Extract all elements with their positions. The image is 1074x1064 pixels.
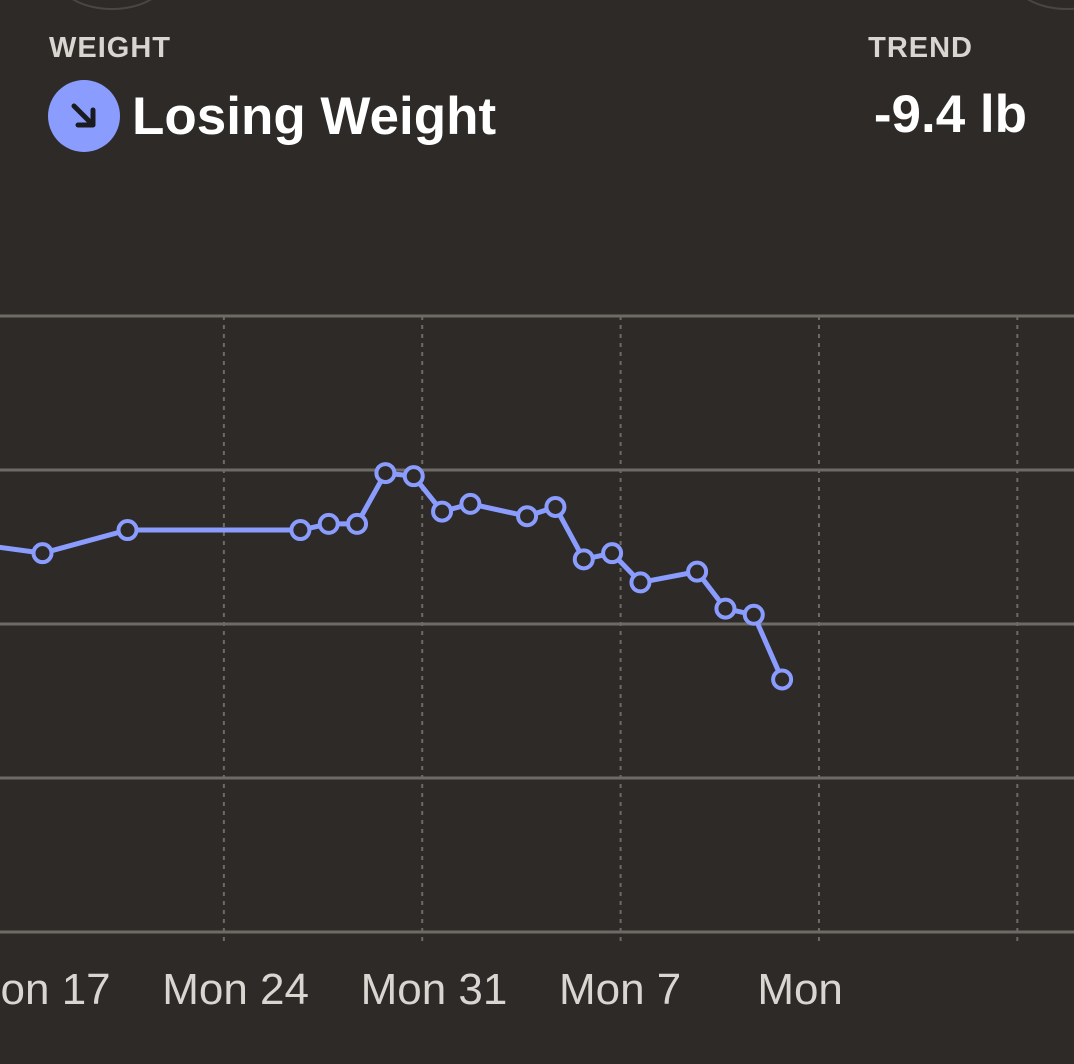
data-point-12 <box>572 548 595 571</box>
data-point-3 <box>289 519 312 542</box>
data-point-15 <box>686 560 709 583</box>
data-point-9 <box>459 492 482 515</box>
data-point-1 <box>31 542 54 565</box>
x-tick-label-4: Mon <box>757 965 843 1014</box>
data-point-14 <box>629 571 652 594</box>
trend-label: TREND <box>868 32 973 64</box>
x-tick-label-2: Mon 31 <box>361 965 508 1014</box>
data-point-13 <box>601 542 624 565</box>
data-point-6 <box>374 462 397 485</box>
data-point-2 <box>116 519 139 542</box>
x-tick-label-1: Mon 24 <box>162 965 309 1014</box>
data-point-4 <box>317 512 340 535</box>
status-row: Losing Weight <box>48 80 496 152</box>
x-tick-label-3: Mon 7 <box>559 965 681 1014</box>
metric-label: WEIGHT <box>49 32 171 64</box>
data-point-10 <box>516 505 539 528</box>
data-point-11 <box>544 495 567 518</box>
data-point-5 <box>346 512 369 535</box>
data-point-7 <box>402 465 425 488</box>
trend-value: -9.4 lb <box>873 85 1027 144</box>
data-point-18 <box>771 668 794 691</box>
status-text: Losing Weight <box>132 86 497 146</box>
arrow-down-right-icon <box>48 80 120 152</box>
data-point-8 <box>431 500 454 523</box>
arrow-down-right-glyph <box>71 103 96 128</box>
data-point-17 <box>742 603 765 626</box>
series-line-0 <box>0 470 785 682</box>
data-point-16 <box>714 597 737 620</box>
x-tick-label-0: Mon 17 <box>0 965 111 1014</box>
